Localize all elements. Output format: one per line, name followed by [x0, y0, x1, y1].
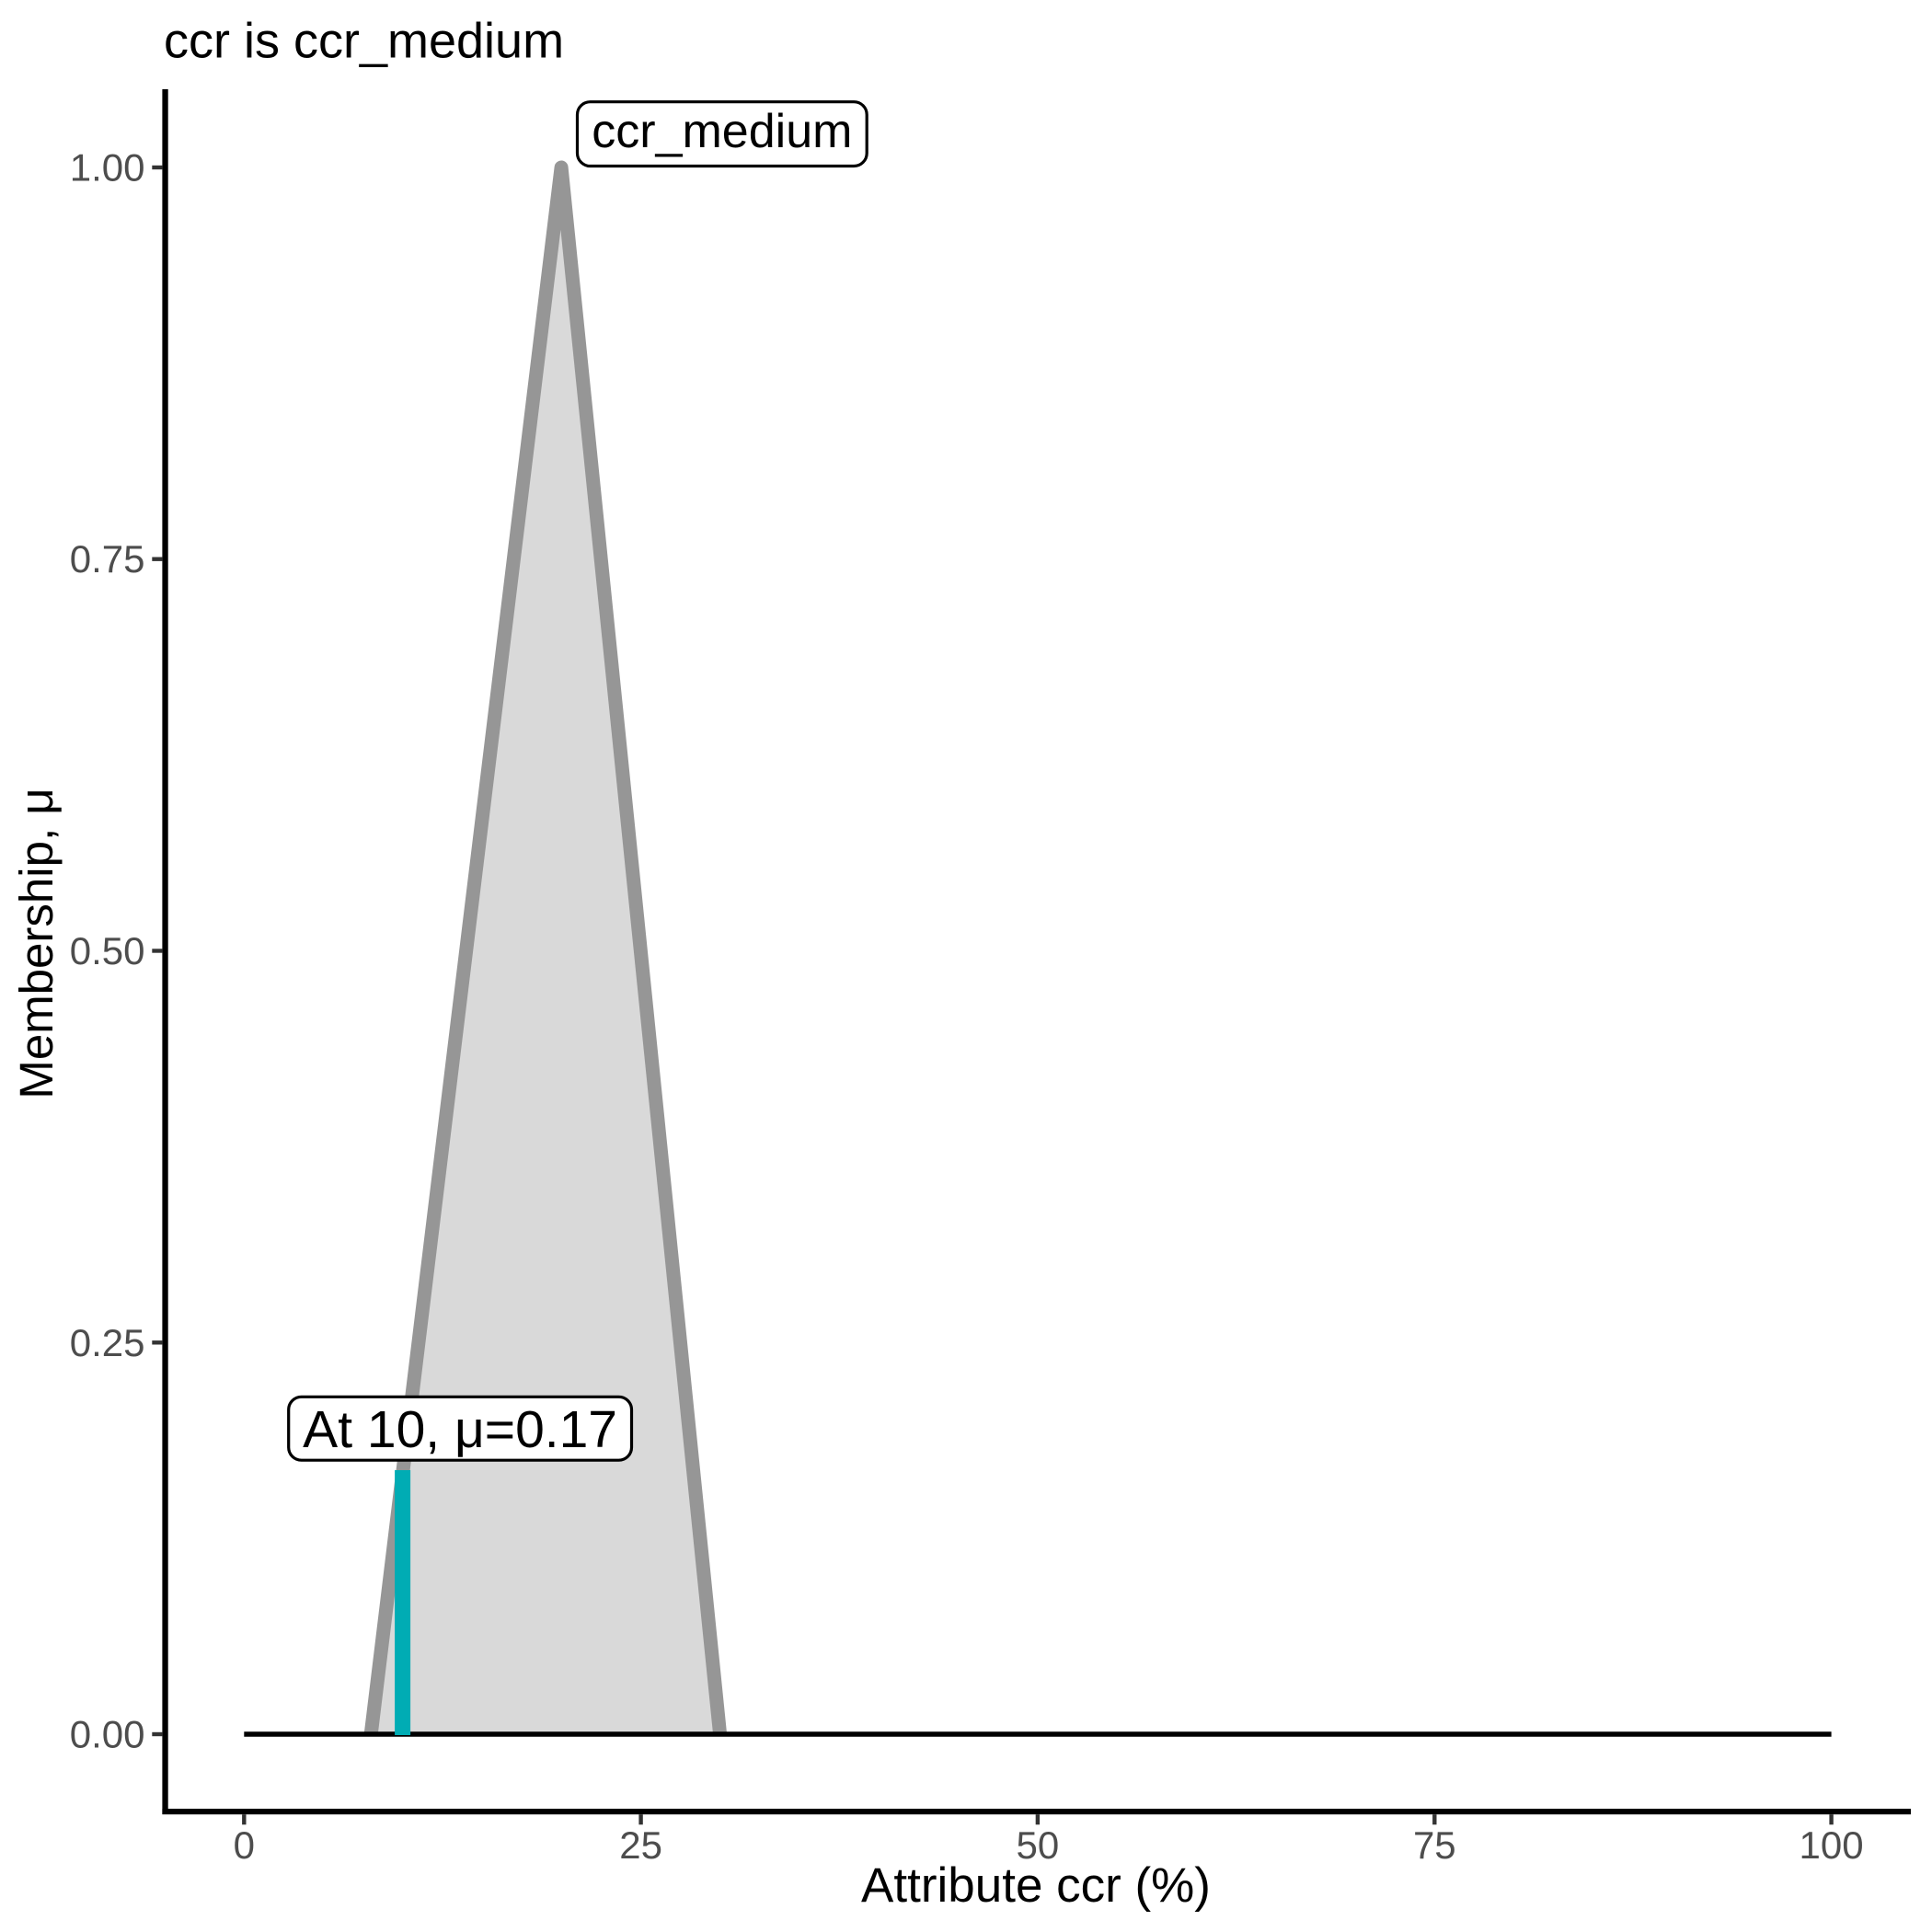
svg-text:50: 50 [1017, 1823, 1060, 1867]
svg-text:At 10, μ=0.17: At 10, μ=0.17 [303, 1400, 617, 1459]
svg-text:0.00: 0.00 [70, 1713, 145, 1756]
svg-text:0: 0 [234, 1823, 255, 1867]
svg-text:0.75: 0.75 [70, 537, 145, 581]
svg-text:0.50: 0.50 [70, 929, 145, 972]
svg-text:ccr_medium: ccr_medium [592, 105, 852, 158]
svg-text:Attribute ccr (%): Attribute ccr (%) [861, 1858, 1211, 1913]
svg-text:100: 100 [1800, 1823, 1864, 1867]
svg-text:1.00: 1.00 [70, 146, 145, 190]
svg-text:Membership, μ: Membership, μ [10, 788, 63, 1098]
svg-text:25: 25 [619, 1823, 662, 1867]
svg-text:ccr is ccr_medium: ccr is ccr_medium [164, 13, 564, 68]
svg-text:0.25: 0.25 [70, 1321, 145, 1364]
svg-text:75: 75 [1413, 1823, 1456, 1867]
